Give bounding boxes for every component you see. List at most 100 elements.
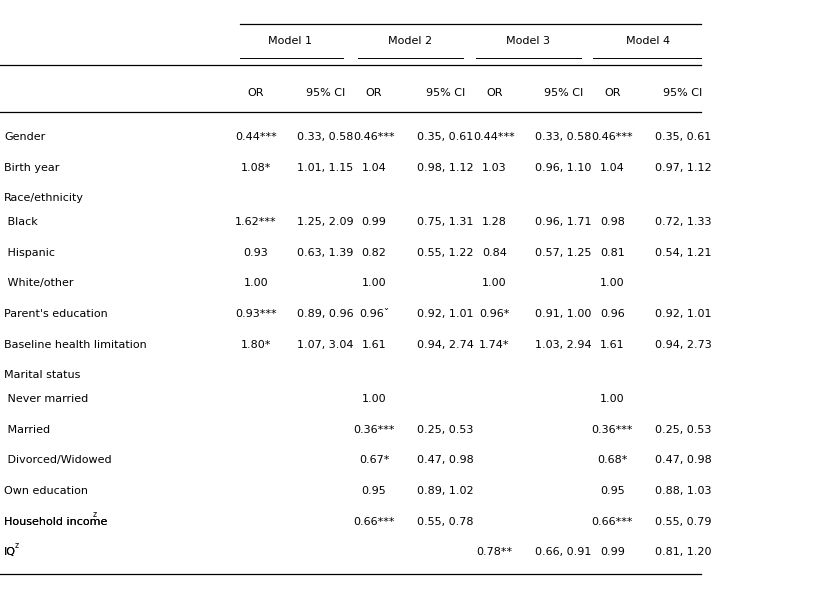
Text: 1.00: 1.00 bbox=[600, 394, 624, 404]
Text: 0.81, 1.20: 0.81, 1.20 bbox=[654, 548, 711, 558]
Text: z: z bbox=[93, 510, 97, 519]
Text: 0.91, 1.00: 0.91, 1.00 bbox=[535, 309, 592, 319]
Text: 0.96, 1.10: 0.96, 1.10 bbox=[535, 163, 592, 173]
Text: 0.92, 1.01: 0.92, 1.01 bbox=[654, 309, 711, 319]
Text: 1.61: 1.61 bbox=[600, 340, 624, 350]
Text: IQ: IQ bbox=[4, 548, 16, 558]
Text: Model 3: Model 3 bbox=[506, 37, 550, 47]
Text: 0.66, 0.91: 0.66, 0.91 bbox=[535, 548, 592, 558]
Text: 0.35, 0.61: 0.35, 0.61 bbox=[654, 132, 711, 142]
Text: Marital status: Marital status bbox=[4, 371, 80, 381]
Text: 0.96, 1.71: 0.96, 1.71 bbox=[535, 217, 592, 227]
Text: 1.03, 2.94: 1.03, 2.94 bbox=[535, 340, 592, 350]
Text: 0.82: 0.82 bbox=[362, 248, 386, 258]
Text: 0.67*: 0.67* bbox=[359, 455, 389, 466]
Text: 0.99: 0.99 bbox=[600, 548, 624, 558]
Text: 0.47, 0.98: 0.47, 0.98 bbox=[417, 455, 474, 466]
Text: 0.94, 2.74: 0.94, 2.74 bbox=[417, 340, 474, 350]
Text: Never married: Never married bbox=[4, 394, 89, 404]
Text: 0.68*: 0.68* bbox=[597, 455, 628, 466]
Text: 0.57, 1.25: 0.57, 1.25 bbox=[535, 248, 592, 258]
Text: 1.00: 1.00 bbox=[600, 278, 624, 289]
Text: z: z bbox=[15, 541, 20, 550]
Text: Parent's education: Parent's education bbox=[4, 309, 108, 319]
Text: 0.97, 1.12: 0.97, 1.12 bbox=[654, 163, 711, 173]
Text: 0.96ˇ: 0.96ˇ bbox=[359, 309, 389, 319]
Text: OR: OR bbox=[486, 88, 502, 99]
Text: 1.00: 1.00 bbox=[362, 278, 386, 289]
Text: 0.55, 1.22: 0.55, 1.22 bbox=[417, 248, 474, 258]
Text: 1.03: 1.03 bbox=[482, 163, 506, 173]
Text: 0.92, 1.01: 0.92, 1.01 bbox=[417, 309, 474, 319]
Text: 0.35, 0.61: 0.35, 0.61 bbox=[417, 132, 474, 142]
Text: Household income: Household income bbox=[4, 517, 107, 527]
Text: 0.81: 0.81 bbox=[600, 248, 624, 258]
Text: 0.54, 1.21: 0.54, 1.21 bbox=[654, 248, 711, 258]
Text: 0.36***: 0.36*** bbox=[591, 425, 633, 435]
Text: 0.75, 1.31: 0.75, 1.31 bbox=[417, 217, 474, 227]
Text: 0.46***: 0.46*** bbox=[353, 132, 395, 142]
Text: Birth year: Birth year bbox=[4, 163, 59, 173]
Text: 1.74*: 1.74* bbox=[479, 340, 510, 350]
Text: 0.93***: 0.93*** bbox=[235, 309, 277, 319]
Text: OR: OR bbox=[248, 88, 264, 99]
Text: 0.25, 0.53: 0.25, 0.53 bbox=[417, 425, 474, 435]
Text: 0.96: 0.96 bbox=[600, 309, 624, 319]
Text: Baseline health limitation: Baseline health limitation bbox=[4, 340, 147, 350]
Text: 0.33, 0.58: 0.33, 0.58 bbox=[535, 132, 592, 142]
Text: 0.66***: 0.66*** bbox=[353, 517, 395, 527]
Text: OR: OR bbox=[366, 88, 382, 99]
Text: Household income: Household income bbox=[4, 517, 107, 527]
Text: 95% CI: 95% CI bbox=[663, 88, 702, 99]
Text: 0.33, 0.58: 0.33, 0.58 bbox=[297, 132, 354, 142]
Text: 0.72, 1.33: 0.72, 1.33 bbox=[654, 217, 711, 227]
Text: 1.28: 1.28 bbox=[482, 217, 506, 227]
Text: 0.63, 1.39: 0.63, 1.39 bbox=[297, 248, 354, 258]
Text: 1.00: 1.00 bbox=[482, 278, 506, 289]
Text: 0.95: 0.95 bbox=[600, 486, 624, 496]
Text: 1.04: 1.04 bbox=[362, 163, 386, 173]
Text: 0.89, 1.02: 0.89, 1.02 bbox=[417, 486, 474, 496]
Text: 0.88, 1.03: 0.88, 1.03 bbox=[654, 486, 711, 496]
Text: 0.44***: 0.44*** bbox=[473, 132, 515, 142]
Text: 1.07, 3.04: 1.07, 3.04 bbox=[297, 340, 354, 350]
Text: 95% CI: 95% CI bbox=[426, 88, 465, 99]
Text: IQ: IQ bbox=[4, 548, 16, 558]
Text: 1.25, 2.09: 1.25, 2.09 bbox=[297, 217, 354, 227]
Text: 1.61: 1.61 bbox=[362, 340, 386, 350]
Text: 1.80*: 1.80* bbox=[241, 340, 272, 350]
Text: 0.94, 2.73: 0.94, 2.73 bbox=[654, 340, 711, 350]
Text: 1.04: 1.04 bbox=[600, 163, 624, 173]
Text: 0.96*: 0.96* bbox=[479, 309, 510, 319]
Text: 95% CI: 95% CI bbox=[544, 88, 583, 99]
Text: Own education: Own education bbox=[4, 486, 88, 496]
Text: 0.46***: 0.46*** bbox=[591, 132, 633, 142]
Text: 0.99: 0.99 bbox=[362, 217, 386, 227]
Text: Model 1: Model 1 bbox=[268, 37, 312, 47]
Text: 1.08*: 1.08* bbox=[241, 163, 272, 173]
Text: 0.89, 0.96: 0.89, 0.96 bbox=[297, 309, 354, 319]
Text: Divorced/Widowed: Divorced/Widowed bbox=[4, 455, 111, 466]
Text: 0.95: 0.95 bbox=[362, 486, 386, 496]
Text: 0.47, 0.98: 0.47, 0.98 bbox=[654, 455, 711, 466]
Text: 1.00: 1.00 bbox=[244, 278, 268, 289]
Text: 1.00: 1.00 bbox=[362, 394, 386, 404]
Text: 0.98: 0.98 bbox=[600, 217, 624, 227]
Text: Married: Married bbox=[4, 425, 50, 435]
Text: 0.44***: 0.44*** bbox=[235, 132, 277, 142]
Text: 0.66***: 0.66*** bbox=[591, 517, 633, 527]
Text: Gender: Gender bbox=[4, 132, 46, 142]
Text: 0.84: 0.84 bbox=[482, 248, 506, 258]
Text: Model 2: Model 2 bbox=[388, 37, 432, 47]
Text: 0.55, 0.78: 0.55, 0.78 bbox=[417, 517, 474, 527]
Text: 0.98, 1.12: 0.98, 1.12 bbox=[417, 163, 474, 173]
Text: Model 4: Model 4 bbox=[626, 37, 670, 47]
Text: 0.93: 0.93 bbox=[244, 248, 268, 258]
Text: 0.25, 0.53: 0.25, 0.53 bbox=[654, 425, 711, 435]
Text: 0.78**: 0.78** bbox=[476, 548, 512, 558]
Text: 95% CI: 95% CI bbox=[306, 88, 345, 99]
Text: Black: Black bbox=[4, 217, 38, 227]
Text: White/other: White/other bbox=[4, 278, 73, 289]
Text: OR: OR bbox=[604, 88, 620, 99]
Text: 0.55, 0.79: 0.55, 0.79 bbox=[654, 517, 711, 527]
